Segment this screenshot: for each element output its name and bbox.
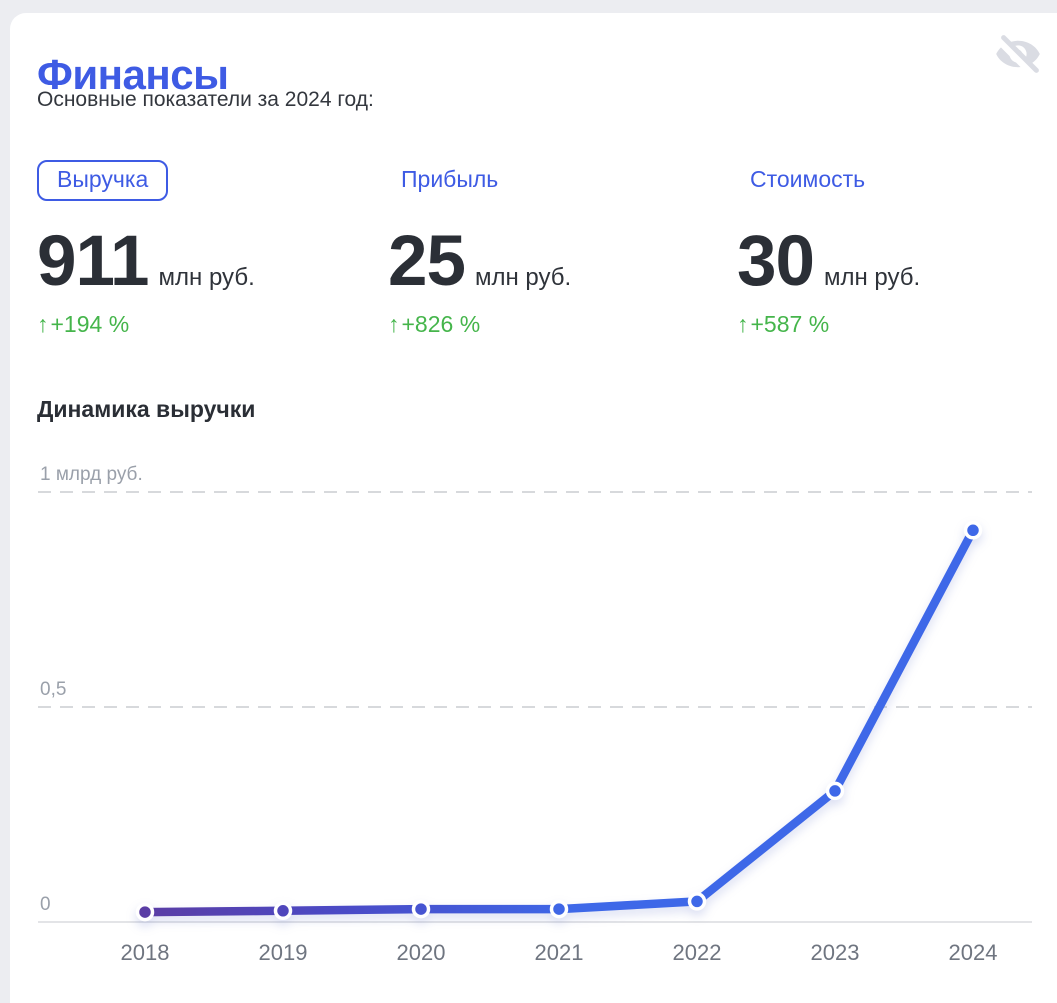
data-point[interactable] — [549, 899, 569, 919]
tab-revenue[interactable]: Выручка — [37, 160, 169, 201]
y-axis-label: 1 млрд руб. — [40, 464, 143, 485]
y-axis-label: 0 — [40, 894, 51, 915]
up-arrow-icon: ↑ — [388, 310, 400, 337]
tab-profit[interactable]: Прибыль — [388, 160, 498, 193]
metric-column-profit: Прибыль 25 млн руб. ↑+826 % — [388, 160, 728, 338]
valuation-change: ↑+587 % — [737, 311, 1057, 338]
tab-valuation[interactable]: Стоимость — [737, 160, 865, 193]
data-point[interactable] — [963, 521, 983, 540]
revenue-change-value: +194 % — [50, 310, 130, 337]
x-axis-label: 2020 — [396, 940, 446, 965]
data-point[interactable] — [411, 899, 431, 919]
data-point[interactable] — [273, 901, 293, 921]
revenue-change: ↑+194 % — [37, 311, 377, 338]
x-axis-label: 2019 — [258, 940, 308, 965]
chart-title: Динамика выручки — [37, 396, 256, 422]
x-axis-label: 2024 — [948, 940, 998, 965]
x-axis-label: 2022 — [672, 940, 722, 965]
x-axis-label: 2023 — [810, 940, 860, 965]
profit-value: 25 — [388, 222, 466, 301]
y-axis-label: 0,5 — [40, 679, 67, 700]
page-title: Финансы — [37, 51, 229, 99]
profit-change-value: +826 % — [401, 310, 481, 337]
revenue-dynamics-chart: 1 млрд руб. 0,5 0 2018 2019 2020 2021 2022 2023 2… — [0, 460, 1057, 1003]
chart-canvas — [38, 491, 1032, 923]
data-point[interactable] — [687, 892, 707, 911]
data-point[interactable] — [135, 902, 155, 922]
metric-column-revenue: Выручка 911 млн руб. ↑+194 % — [37, 160, 377, 338]
profit-unit: млн руб. — [474, 264, 572, 291]
data-point[interactable] — [825, 781, 845, 801]
subtitle: Основные показатели за 2024 год: — [37, 88, 374, 111]
hide-section-button[interactable] — [988, 28, 1048, 80]
up-arrow-icon: ↑ — [37, 310, 49, 337]
x-axis-label: 2018 — [120, 940, 170, 965]
x-axis-label: 2021 — [534, 940, 584, 965]
profit-change: ↑+826 % — [388, 311, 728, 338]
valuation-unit: млн руб. — [823, 264, 921, 291]
metric-column-valuation: Стоимость 30 млн руб. ↑+587 % — [737, 160, 1057, 338]
revenue-value: 911 — [37, 222, 150, 301]
eye-off-icon — [990, 35, 1046, 81]
revenue-unit: млн руб. — [158, 264, 255, 291]
revenue-line — [140, 526, 978, 917]
valuation-value: 30 — [737, 222, 815, 301]
up-arrow-icon: ↑ — [737, 310, 749, 337]
finances-card — [10, 13, 1057, 1003]
valuation-change-value: +587 % — [750, 310, 830, 337]
